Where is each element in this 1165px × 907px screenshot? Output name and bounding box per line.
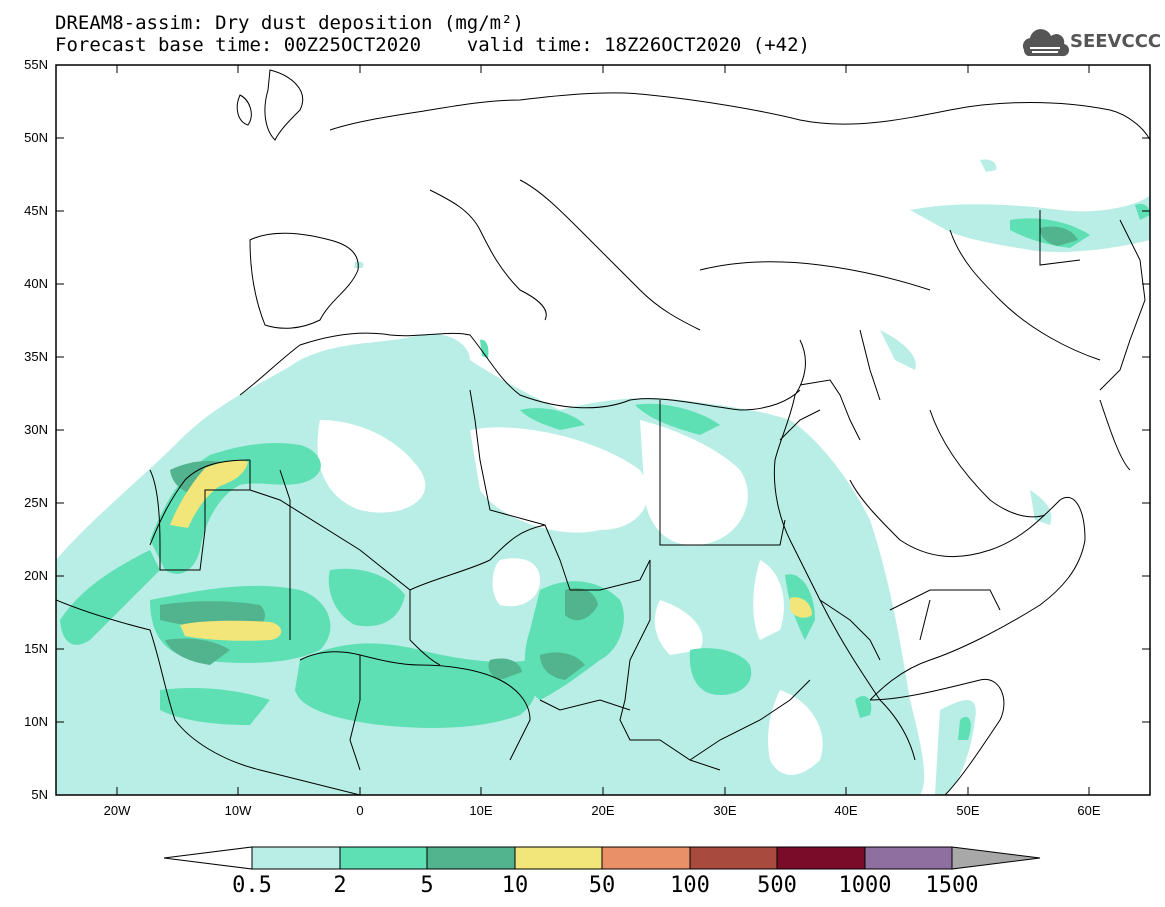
lat-label: 5N [31,787,48,802]
deposition-level-10-50 [170,460,812,641]
colorbar-label: 10 [501,873,529,898]
colorbar-over-arrow [951,846,1041,870]
lat-label: 15N [24,641,48,656]
colorbar-label: 0.5 [232,873,272,898]
lon-label: 0 [356,803,364,818]
colorbar-swatch [601,846,691,870]
colorbar-swatch [251,846,341,870]
lat-label: 30N [24,422,48,437]
lon-label: 20E [591,803,615,818]
logo-text: SEEVCCC [1070,31,1162,52]
colorbar-label: 1000 [838,873,892,898]
title-line-1: DREAM8-assim: Dry dust deposition (mg/m²… [55,12,524,34]
colorbar-label: 50 [588,873,616,898]
deposition-field [56,159,1150,795]
colorbar-label: 5 [420,873,434,898]
lat-label: 35N [24,349,48,364]
colorbar-under-arrow [163,846,253,870]
lat-label: 20N [24,568,48,583]
lat-label: 50N [24,130,48,145]
cloud-icon [1022,29,1070,57]
title-line-2: Forecast base time: 00Z25OCT2020 valid t… [55,34,810,56]
coastlines-and-borders [56,69,1150,795]
lon-label: 20W [103,803,131,818]
lat-label: 25N [24,495,48,510]
lon-label: 10W [224,803,252,818]
colorbar-label: 2 [333,873,347,898]
colorbar-swatch [514,846,603,870]
colorbar-swatch [864,846,953,870]
lat-label: 55N [24,57,48,72]
lon-label: 50E [956,803,980,818]
lon-label: 60E [1077,803,1101,818]
lat-label: 40N [24,276,48,291]
lon-label: 40E [834,803,858,818]
lon-label: 10E [469,803,493,818]
lat-label: 45N [24,203,48,218]
colorbar-swatch [776,846,866,870]
lat-label: 10N [24,714,48,729]
colorbar [163,846,1041,870]
lon-label: 30E [713,803,737,818]
axis-ticks [56,64,1150,796]
colorbar-swatch [426,846,516,870]
colorbar-swatch [339,846,428,870]
colorbar-label: 1500 [925,873,979,898]
colorbar-label: 500 [757,873,797,898]
colorbar-label: 100 [670,873,710,898]
colorbar-swatch [689,846,778,870]
